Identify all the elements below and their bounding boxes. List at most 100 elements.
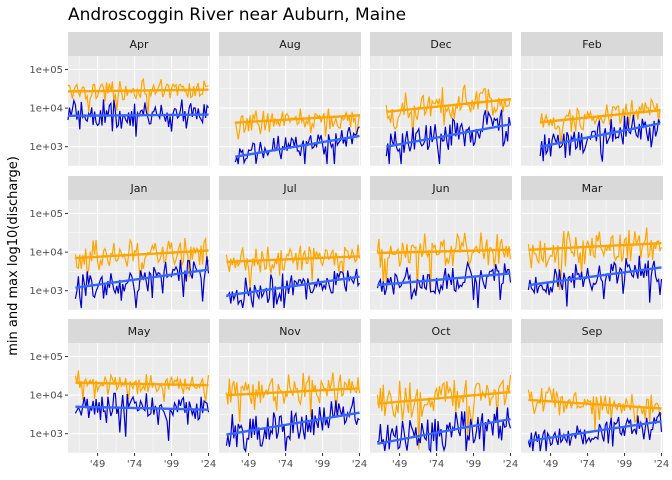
facet-panels: Apr 1e+03 1e+04 1e+05 Aug Dec Feb Jan 1e+03 1e+04… [29,32,669,470]
facet-strip [219,319,361,343]
y-tick-label: 1e+04 [29,248,63,259]
min-discharge-line [377,407,512,453]
facet-sep: Sep '49 '74 '99 '24 [521,319,669,470]
y-tick-label: 1e+05 [29,352,63,363]
max-discharge-line [74,370,210,402]
facet-strip [521,319,663,343]
facet-dec: Dec [370,32,512,167]
min-trend-line [67,113,209,118]
max-trend-line [67,88,209,93]
panel-background [219,200,361,310]
min-trend-line [75,405,209,411]
min-discharge-line [226,268,361,309]
max-trend-line [226,255,360,264]
facet-strip-label: Mar [582,182,603,195]
facet-strip-label: Jun [431,182,449,195]
x-tick-label: '24 [201,459,216,470]
max-trend-line [528,242,662,251]
min-trend-line [377,272,511,287]
facet-strip [370,32,512,56]
y-axis-title: min and max log10(discharge) [6,156,21,356]
x-tick-label: '49 [90,459,105,470]
min-trend-line [226,411,360,436]
max-trend-line [540,109,661,124]
y-tick-label: 1e+03 [29,429,63,440]
facet-strip [68,319,210,343]
min-trend-line [75,268,209,289]
chart-title: Androscoggin River near Auburn, Maine [68,5,406,25]
x-tick-label: '99 [315,459,330,470]
min-trend-line [226,275,360,297]
min-trend-line [377,417,511,445]
max-trend-line [377,248,511,255]
x-tick-label: '74 [580,459,595,470]
panel-background [68,343,210,453]
max-discharge-line [225,372,361,423]
x-tick-label: '24 [352,459,367,470]
min-trend-line [235,134,360,158]
x-tick-label: '74 [278,459,293,470]
x-tick-label: '99 [617,459,632,470]
facet-strip [219,176,361,200]
x-tick-label: '24 [654,459,669,470]
x-tick-label: '74 [429,459,444,470]
facet-nov: Nov '49 '74 '99 '24 [219,319,367,470]
x-tick-label: '49 [392,459,407,470]
facet-strip [370,176,512,200]
y-tick-label: 1e+04 [29,391,63,402]
facet-jul: Jul [219,176,361,311]
max-discharge-line [527,227,663,291]
facet-strip-label: Feb [582,38,601,51]
min-discharge-line [234,126,360,165]
x-tick-label: '24 [503,459,518,470]
y-tick-label: 1e+05 [29,209,63,220]
facet-feb: Feb [521,32,663,167]
facet-may: May 1e+03 1e+04 1e+05 '49 '74 '99 '24 [29,319,216,470]
facet-strip-label: Jan [130,182,148,195]
max-trend-line [226,387,360,397]
max-trend-line [528,398,662,410]
max-trend-line [386,98,511,114]
facet-strip [68,32,210,56]
min-discharge-line [539,114,661,162]
facet-strip-label: Dec [430,38,451,51]
facet-strip-label: Aug [279,38,300,51]
facet-jun: Jun [370,176,512,311]
min-discharge-line [527,411,663,452]
y-tick-label: 1e+04 [29,104,63,115]
x-tick-label: '49 [241,459,256,470]
max-discharge-line [234,108,361,140]
facet-strip-label: Jul [282,182,296,195]
facet-strip [521,32,663,56]
min-discharge-line [74,256,210,309]
max-trend-line [75,249,209,260]
x-tick-label: '99 [466,459,481,470]
x-tick-label: '99 [164,459,179,470]
facet-apr: Apr 1e+03 1e+04 1e+05 [29,32,210,167]
facet-strip [68,176,210,200]
facet-strip [370,319,512,343]
max-discharge-line [385,84,512,140]
facet-strip-label: Oct [431,325,451,338]
min-discharge-line [527,255,663,307]
max-trend-line [235,114,360,124]
facet-strip [521,176,663,200]
max-trend-line [377,390,511,405]
facet-strip-label: Apr [129,38,149,51]
facet-strip-label: May [128,325,151,338]
x-tick-label: '74 [127,459,142,470]
facet-strip-label: Sep [582,325,603,338]
facet-aug: Aug [219,32,361,167]
min-discharge-line [385,109,512,165]
y-tick-label: 1e+03 [29,286,63,297]
min-trend-line [540,122,661,148]
facet-oct: Oct '49 '74 '99 '24 [370,319,518,470]
facet-mar: Mar [521,176,663,311]
min-trend-line [386,123,511,148]
facet-strip [219,32,361,56]
min-trend-line [528,420,662,443]
y-tick-label: 1e+03 [29,142,63,153]
y-tick-label: 1e+05 [29,65,63,76]
max-discharge-line [539,97,661,145]
